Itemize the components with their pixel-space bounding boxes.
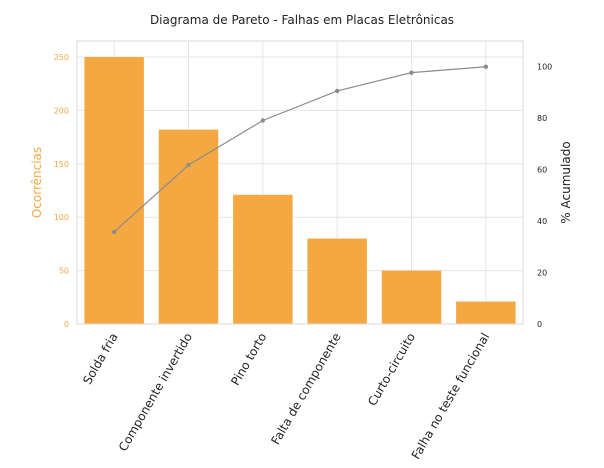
bar [233, 194, 293, 324]
plot-frame [76, 40, 524, 325]
y2-tick-label: 40 [537, 217, 547, 226]
y2-tick-label: 0 [537, 320, 542, 329]
y2-tick-label: 20 [537, 269, 547, 278]
cumulative-point [260, 118, 266, 123]
cumulative-line [111, 64, 489, 235]
left-axis-ticks: 0 50 100 150 200 250 [54, 53, 69, 329]
category-label: Pino torto [228, 331, 269, 388]
bars [84, 57, 516, 325]
bar [307, 238, 367, 324]
y-tick-label: 50 [59, 267, 69, 276]
cumulative-point [186, 162, 191, 168]
y-tick-label: 200 [54, 106, 69, 115]
y-tick-label: 100 [54, 213, 69, 222]
y2-tick-label: 60 [537, 166, 547, 175]
category-label: Falta de componente [268, 331, 343, 448]
category-label: Componente invertido [116, 331, 195, 454]
bar [84, 57, 144, 325]
y2-tick-label: 80 [537, 114, 547, 123]
cumulative-point [483, 64, 489, 69]
cumulative-point [111, 229, 117, 235]
cumulative-point [334, 88, 340, 94]
cumulative-line-path [113, 66, 486, 233]
bar [456, 301, 516, 324]
y-tick-label: 250 [54, 53, 69, 62]
cumulative-point [409, 70, 414, 75]
y2-tick-label: 100 [537, 63, 552, 72]
right-axis-ticks: 0 20 40 60 80 100 [537, 63, 552, 329]
chart-title: Diagrama de Pareto - Falhas em Placas El… [150, 13, 454, 27]
bar [158, 129, 219, 324]
y-tick-label: 0 [64, 320, 69, 329]
bar [381, 270, 442, 324]
category-label: Solda fria [80, 331, 121, 387]
category-label: Curto-circuito [365, 331, 418, 409]
y-axis-title: Ocorrências [30, 147, 44, 218]
y-tick-label: 150 [54, 160, 69, 169]
y2-axis-title: % Acumulado [559, 141, 573, 223]
category-label: Falha no teste funcional [409, 331, 493, 462]
